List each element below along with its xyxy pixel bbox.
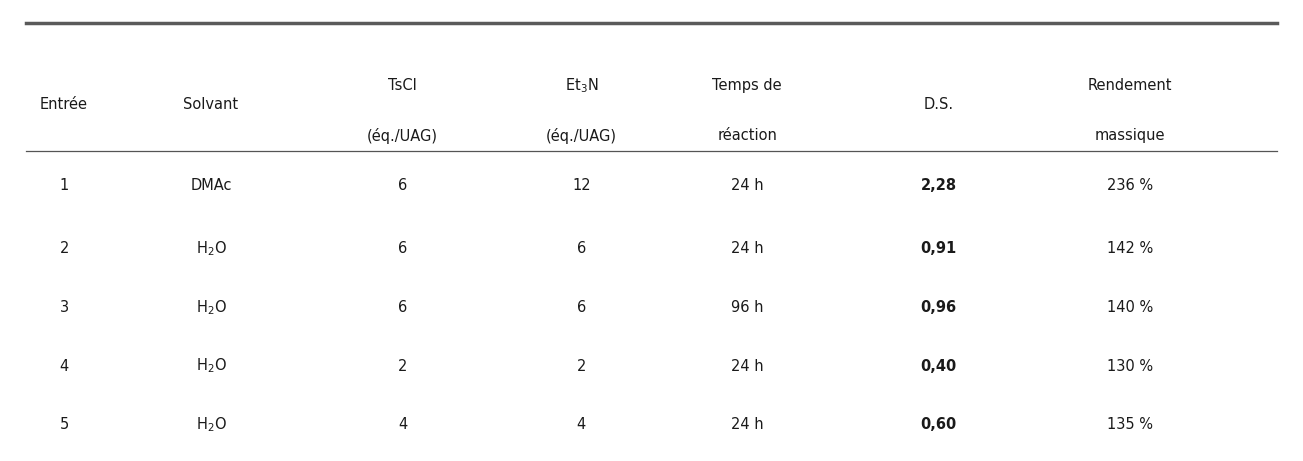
Text: 0,40: 0,40: [921, 359, 956, 373]
Text: 24 h: 24 h: [731, 417, 764, 432]
Text: 135 %: 135 %: [1108, 417, 1153, 432]
Text: 140 %: 140 %: [1108, 300, 1153, 315]
Text: 5: 5: [60, 417, 69, 432]
Text: 6: 6: [577, 241, 586, 256]
Text: 6: 6: [397, 241, 407, 256]
Text: (éq./UAG): (éq./UAG): [367, 128, 438, 144]
Text: 12: 12: [572, 178, 590, 193]
Text: 24 h: 24 h: [731, 359, 764, 373]
Text: Temps de: Temps de: [713, 78, 782, 94]
Text: 142 %: 142 %: [1108, 241, 1153, 256]
Text: H$_2$O: H$_2$O: [195, 357, 227, 375]
Text: DMAc: DMAc: [190, 178, 232, 193]
Text: 3: 3: [60, 300, 69, 315]
Text: 96 h: 96 h: [731, 300, 764, 315]
Text: 0,96: 0,96: [921, 300, 956, 315]
Text: 0,60: 0,60: [921, 417, 956, 432]
Text: 0,91: 0,91: [921, 241, 956, 256]
Text: massique: massique: [1095, 128, 1166, 143]
Text: 24 h: 24 h: [731, 241, 764, 256]
Text: H$_2$O: H$_2$O: [195, 415, 227, 434]
Text: D.S.: D.S.: [924, 96, 954, 112]
Text: Rendement: Rendement: [1088, 78, 1173, 94]
Text: Entrée: Entrée: [40, 96, 89, 112]
Text: H$_2$O: H$_2$O: [195, 239, 227, 258]
Text: H$_2$O: H$_2$O: [195, 298, 227, 317]
Text: 2,28: 2,28: [921, 178, 956, 193]
Text: 1: 1: [60, 178, 69, 193]
Text: 2: 2: [577, 359, 586, 373]
Text: réaction: réaction: [718, 128, 777, 143]
Text: 24 h: 24 h: [731, 178, 764, 193]
Text: Solvant: Solvant: [184, 96, 238, 112]
Text: 6: 6: [577, 300, 586, 315]
Text: 6: 6: [397, 300, 407, 315]
Text: 4: 4: [397, 417, 407, 432]
Text: 236 %: 236 %: [1108, 178, 1153, 193]
Text: TsCl: TsCl: [388, 78, 417, 94]
Text: 130 %: 130 %: [1108, 359, 1153, 373]
Text: 6: 6: [397, 178, 407, 193]
Text: 2: 2: [397, 359, 407, 373]
Text: 4: 4: [60, 359, 69, 373]
Text: (éq./UAG): (éq./UAG): [546, 128, 616, 144]
Text: Et$_3$N: Et$_3$N: [564, 77, 598, 95]
Text: 4: 4: [577, 417, 586, 432]
Text: 2: 2: [60, 241, 69, 256]
